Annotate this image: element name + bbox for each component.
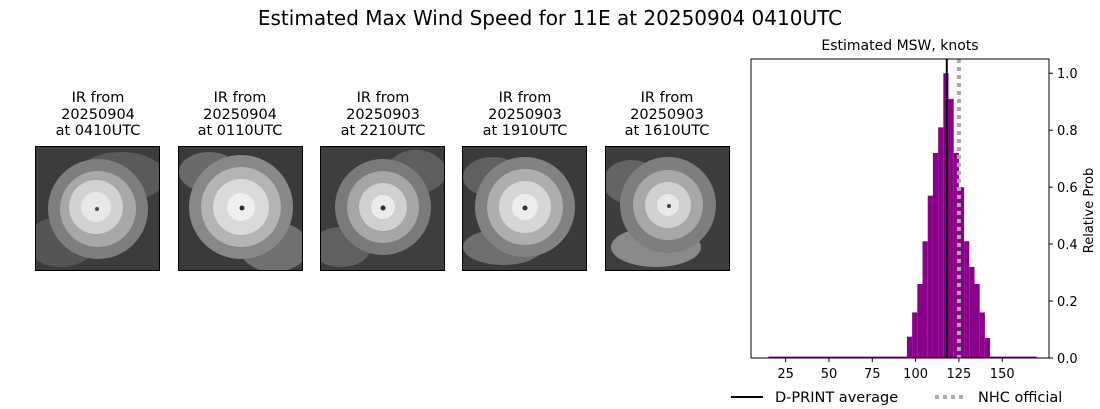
hurricane-image: [179, 147, 302, 270]
y-tick-label: 0.0: [1057, 352, 1078, 367]
histogram-bar: [927, 195, 933, 358]
hurricane-image: [606, 147, 729, 270]
histogram-bar: [984, 338, 991, 358]
hurricane-image: [36, 147, 159, 270]
histogram-bar: [974, 283, 980, 358]
x-tick-label: 150: [990, 367, 1015, 382]
histogram-bar: [917, 283, 923, 358]
ir-satellite-image-5: [605, 146, 730, 271]
hurricane-image: [321, 147, 444, 270]
caption-line: IR from: [640, 90, 694, 106]
y-tick-label: 0.4: [1057, 238, 1078, 253]
histogram-bar: [932, 152, 939, 358]
thumbnail-caption-5: IR from 20250903 at 1610UTC: [597, 90, 737, 140]
caption-date: 20250904: [61, 106, 135, 123]
histogram-bar: [964, 241, 970, 358]
caption-time: at 2210UTC: [340, 123, 426, 139]
caption-line: IR from: [356, 90, 410, 106]
histogram-bar: [922, 241, 928, 358]
caption-date: 20250904: [203, 106, 277, 123]
histogram-bar: [912, 312, 918, 358]
x-tick-label: 100: [903, 367, 928, 382]
thumbnail-caption-2: IR from 20250904 at 0110UTC: [170, 90, 310, 140]
y-tick-label: 0.8: [1057, 124, 1078, 139]
histogram-bar: [990, 356, 1037, 358]
caption-line: IR from: [498, 90, 552, 106]
y-axis-label: Relative Prob: [1082, 168, 1097, 253]
legend: D-PRINT average NHC official: [731, 390, 1062, 406]
thumbnail-caption-1: IR from 20250904 at 0410UTC: [28, 90, 168, 140]
histogram-bar: [969, 266, 975, 358]
caption-line: IR from: [213, 90, 267, 106]
thumbnail-caption-4: IR from 20250903 at 1910UTC: [455, 90, 595, 140]
x-tick-label: 125: [946, 367, 971, 382]
caption-line: IR from: [71, 90, 125, 106]
ir-satellite-image-4: [462, 146, 587, 271]
reference-lines: [945, 59, 961, 358]
legend-dprint-label: D-PRINT average: [775, 390, 898, 406]
thumbnail-caption-3: IR from 20250903 at 2210UTC: [313, 90, 453, 140]
histogram-bar: [938, 127, 944, 358]
y-tick-label: 1.0: [1057, 67, 1078, 82]
x-tick-label: 75: [864, 367, 881, 382]
y-tick-label: 0.2: [1057, 295, 1078, 310]
legend-nhc-label: NHC official: [978, 390, 1062, 406]
caption-date: 20250903: [630, 106, 704, 123]
caption-time: at 1910UTC: [482, 123, 568, 139]
histogram-bar: [906, 336, 913, 358]
y-tick-label: 0.6: [1057, 181, 1078, 196]
caption-date: 20250903: [488, 106, 562, 123]
x-axis-ticks: 25 50 75 100 125 150: [777, 358, 1015, 382]
chart-title: Estimated MSW, knots: [821, 38, 978, 54]
page-title: Estimated Max Wind Speed for 11E at 2025…: [257, 6, 843, 30]
y-axis-ticks: 0.0 0.2 0.4 0.6 0.8 1.0: [1049, 67, 1078, 367]
caption-time: at 0410UTC: [55, 123, 141, 139]
caption-date: 20250903: [346, 106, 420, 123]
histogram-bar: [768, 356, 907, 358]
x-tick-label: 25: [777, 367, 794, 382]
caption-time: at 0110UTC: [197, 123, 283, 139]
histogram-bars: [768, 73, 1037, 358]
x-tick-label: 50: [821, 367, 838, 382]
ir-satellite-image-2: [178, 146, 303, 271]
ir-satellite-image-1: [35, 146, 160, 271]
plot-frame: [750, 58, 1050, 359]
histogram-bar: [979, 312, 985, 358]
caption-time: at 1610UTC: [624, 123, 710, 139]
histogram-bar: [958, 187, 965, 358]
hurricane-image: [463, 147, 586, 270]
ir-satellite-image-3: [320, 146, 445, 271]
histogram-bar: [953, 152, 959, 358]
histogram-bar: [948, 98, 954, 358]
